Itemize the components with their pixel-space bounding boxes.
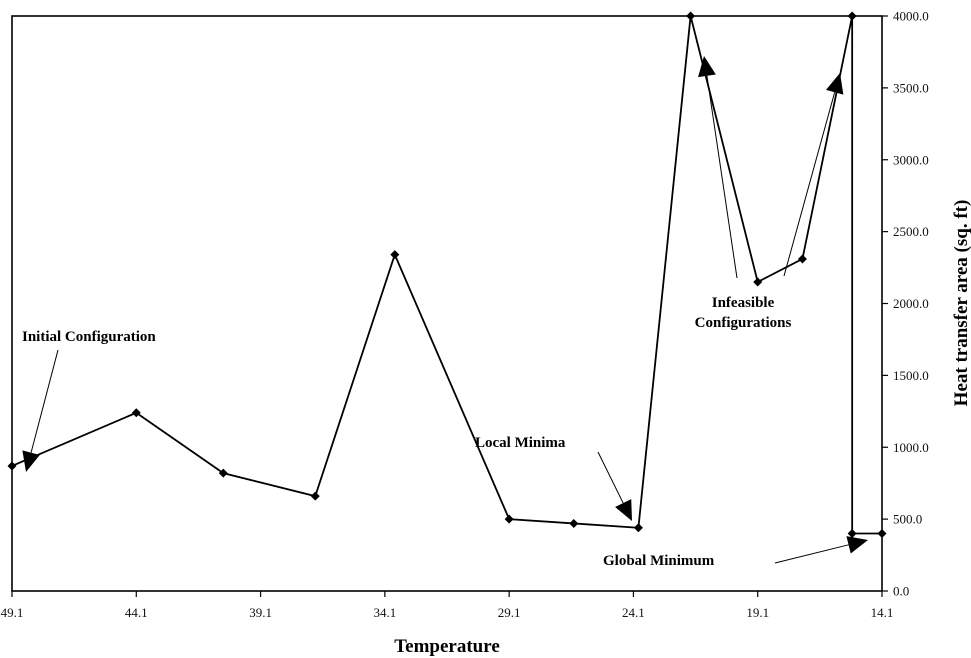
data-point: [797, 254, 807, 264]
data-point: [847, 11, 857, 21]
series-line: [11, 15, 882, 535]
global-minimum-arrow-line: [774, 544, 849, 564]
x-tick-label: 39.1: [249, 605, 272, 620]
data-point: [310, 491, 320, 501]
annotation-infeasible: Infeasible: [712, 295, 775, 311]
data-point: [753, 277, 763, 287]
y-tick-label: 500.0: [893, 512, 922, 527]
local-minima-arrowhead: [615, 499, 632, 521]
x-tick-label: 19.1: [746, 605, 769, 620]
annotation-initial-configuration: Initial Configuration: [22, 329, 156, 345]
y-tick-label: 3000.0: [893, 152, 929, 167]
y-axis-title: Heat transfer area (sq. ft): [951, 200, 971, 407]
x-axis-ticks: 49.1 44.1 39.1 34.1 29.1 24.1 19.1 14.1: [1, 591, 894, 620]
x-tick-label: 49.1: [1, 605, 24, 620]
infeasible-left-arrow-line: [706, 75, 738, 279]
data-point: [504, 514, 514, 524]
y-tick-label: 4000.0: [893, 9, 929, 24]
local-minima-arrow-line: [597, 451, 624, 504]
x-tick-label: 14.1: [871, 605, 894, 620]
y-tick-label: 1000.0: [893, 440, 929, 455]
y-axis-ticks: 0.0 500.0 1000.0 1500.0 2000.0 2500.0 3000.0 35…: [882, 9, 929, 599]
y-tick-label: 2000.0: [893, 296, 929, 311]
x-tick-label: 29.1: [498, 605, 521, 620]
initial-config-arrow-line: [30, 349, 59, 453]
y-tick-label: 2500.0: [893, 224, 929, 239]
y-tick-label: 0.0: [893, 584, 909, 599]
data-point: [131, 408, 141, 418]
data-point: [218, 468, 228, 478]
annotations: Initial Configuration Local Minima Infea…: [22, 56, 868, 569]
initial-config-arrowhead: [22, 450, 40, 472]
annotation-local-minima: Local Minima: [475, 435, 566, 451]
x-tick-label: 24.1: [622, 605, 645, 620]
data-point: [7, 461, 17, 471]
global-minimum-arrowhead: [846, 536, 868, 554]
data-point: [569, 518, 579, 528]
annotation-global-minimum: Global Minimum: [603, 553, 715, 569]
data-point: [633, 523, 643, 533]
x-axis-title: Temperature: [394, 636, 500, 657]
data-point: [686, 11, 696, 21]
data-series: [7, 11, 887, 538]
data-point: [847, 529, 857, 538]
x-tick-label: 44.1: [125, 605, 148, 620]
infeasible-right-arrow-line: [783, 92, 836, 277]
annotation-configurations: Configurations: [695, 315, 792, 331]
y-tick-label: 3500.0: [893, 80, 929, 95]
infeasible-right-arrowhead: [826, 73, 844, 95]
plot-area: [11, 15, 883, 592]
y-tick-label: 1500.0: [893, 368, 929, 383]
x-tick-label: 34.1: [373, 605, 396, 620]
data-point: [877, 529, 887, 538]
data-point: [390, 250, 400, 260]
infeasible-left-arrowhead: [698, 56, 716, 78]
